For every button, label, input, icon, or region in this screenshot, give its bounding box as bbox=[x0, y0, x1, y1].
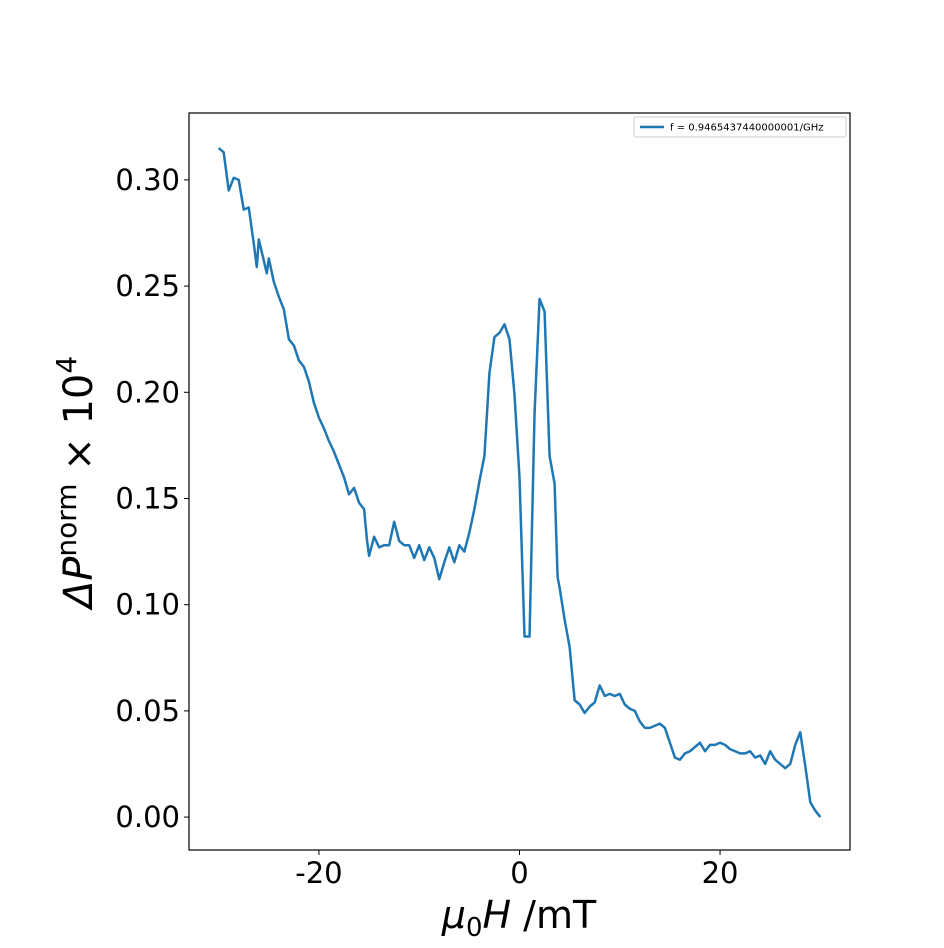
y-tick-label: 0.15 bbox=[115, 481, 180, 515]
y-tick-label: 0.25 bbox=[115, 269, 180, 303]
y-tick-label: 0.30 bbox=[115, 163, 180, 197]
legend: f = 0.9465437440000001/GHz bbox=[633, 116, 847, 138]
legend-label: f = 0.9465437440000001/GHz bbox=[670, 123, 823, 134]
y-axis-label: ΔPnorm × 104 bbox=[50, 356, 102, 611]
x-tick-label: 20 bbox=[702, 856, 739, 890]
plot-frame bbox=[188, 112, 851, 851]
y-tick-label: 0.10 bbox=[115, 588, 180, 622]
x-tick-label: -20 bbox=[295, 856, 342, 890]
x-tick-label: 0 bbox=[510, 856, 528, 890]
data-line bbox=[217, 147, 822, 818]
x-axis-label: μ0H /mT bbox=[441, 893, 597, 943]
y-tick-label: 0.05 bbox=[115, 694, 180, 728]
y-tick-label: 0.00 bbox=[115, 800, 180, 834]
y-tick-label: 0.20 bbox=[115, 375, 180, 409]
legend-frame bbox=[633, 116, 847, 138]
